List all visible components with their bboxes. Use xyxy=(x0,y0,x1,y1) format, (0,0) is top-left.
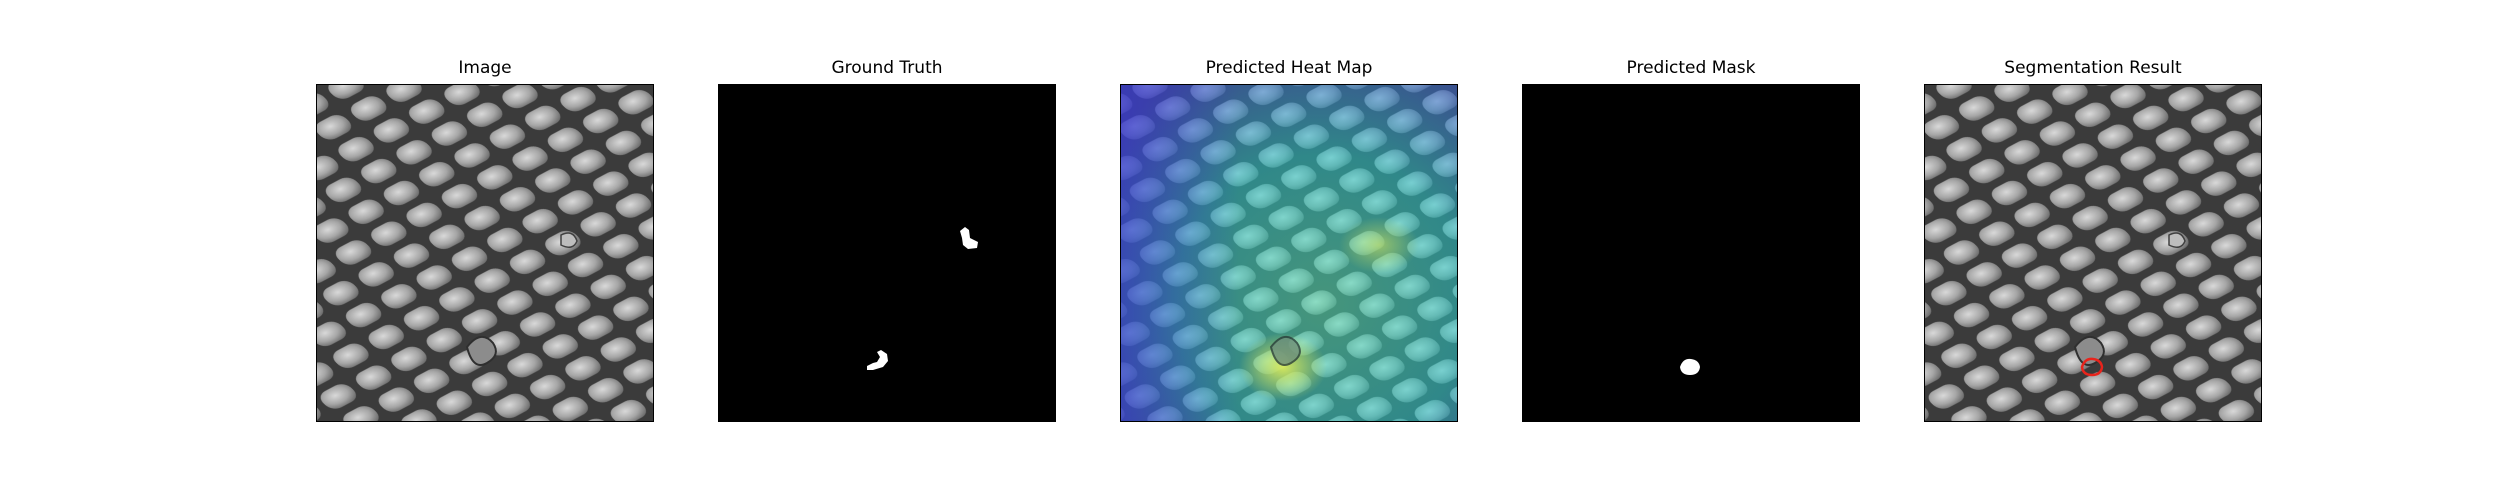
predicted-mask-blob xyxy=(1680,358,1700,375)
panel-title-heat-map: Predicted Heat Map xyxy=(1205,58,1373,78)
segmentation-contour xyxy=(2080,357,2104,377)
mesh-texture xyxy=(317,85,653,421)
heat-defect-region xyxy=(1269,336,1301,366)
mask-view xyxy=(1523,85,1859,421)
image-view xyxy=(317,85,653,421)
panel-ground-truth xyxy=(718,84,1056,422)
heat-hotspot-secondary xyxy=(1339,217,1419,273)
ground-truth-blob-upper xyxy=(960,227,978,249)
mask-background xyxy=(719,85,1055,421)
panel-title-mask: Predicted Mask xyxy=(1626,58,1756,78)
panel-title-segmentation: Segmentation Result xyxy=(2004,58,2182,78)
ground-truth-blob-lower xyxy=(867,350,888,370)
panel-mask xyxy=(1522,84,1860,422)
heat-map-view xyxy=(1121,85,1457,421)
defect-region-small xyxy=(560,232,578,248)
segmentation-view xyxy=(1925,85,2261,421)
seg-defect-region-small xyxy=(2168,232,2186,248)
panel-title-image: Image xyxy=(458,58,512,78)
heat-hotspot-main xyxy=(1239,333,1327,401)
defect-region xyxy=(465,336,497,366)
panel-segmentation xyxy=(1924,84,2262,422)
panel-title-ground-truth: Ground Truth xyxy=(831,58,943,78)
panel-image xyxy=(316,84,654,422)
seg-mesh-texture xyxy=(1925,85,2261,421)
panel-heat-map xyxy=(1120,84,1458,422)
ground-truth-view xyxy=(719,85,1055,421)
